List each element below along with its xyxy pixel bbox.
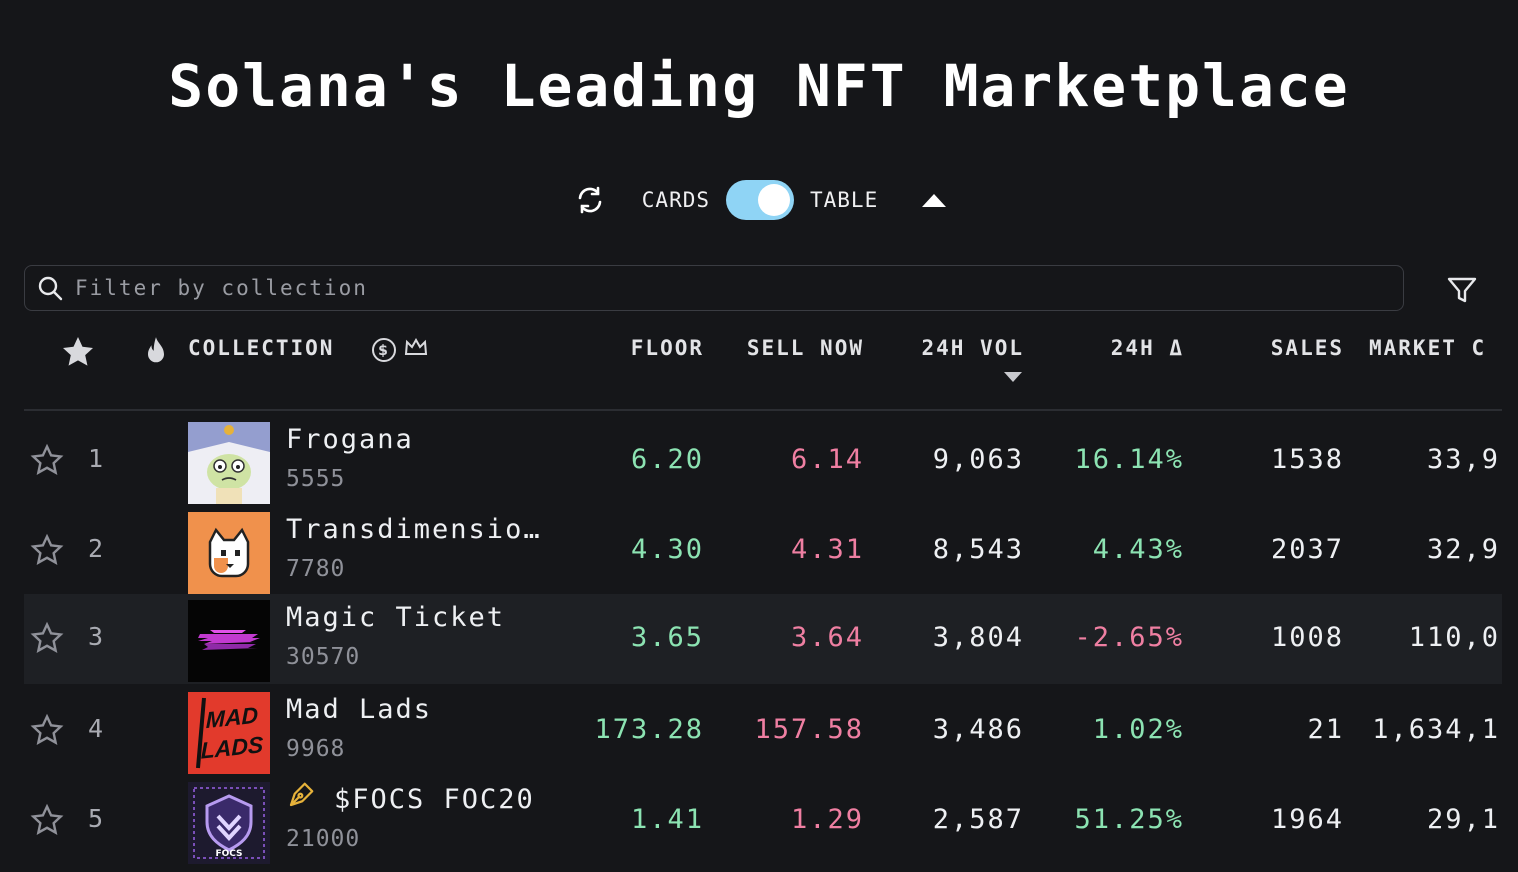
- flame-icon[interactable]: [142, 336, 170, 366]
- sell-now-price: 4.31: [790, 534, 864, 565]
- pen-icon: [286, 780, 318, 812]
- favorite-star-icon[interactable]: [30, 621, 66, 657]
- rank: 3: [88, 622, 104, 651]
- market-cap: 29,1: [1426, 804, 1500, 835]
- refresh-icon[interactable]: [572, 182, 608, 218]
- sales-count: 1008: [1270, 622, 1344, 653]
- col-floor[interactable]: FLOOR: [630, 336, 704, 360]
- market-cap: 32,9: [1426, 534, 1500, 565]
- change-24h: 16.14%: [1074, 444, 1184, 475]
- sell-now-price: 6.14: [790, 444, 864, 475]
- collection-thumbnail[interactable]: MAD LADS: [188, 692, 270, 774]
- table-row[interactable]: 1 Frogana 5555 6.20 6.14 9,063 16.14% 15…: [24, 416, 1502, 506]
- volume-24h: 3,486: [932, 714, 1024, 745]
- page-title: Solana's Leading NFT Marketplace: [168, 52, 1350, 120]
- change-24h: -2.65%: [1074, 622, 1184, 653]
- collection-thumbnail[interactable]: [188, 512, 270, 594]
- market-cap: 33,9: [1426, 444, 1500, 475]
- rank: 2: [88, 534, 104, 563]
- collection-name[interactable]: Frogana: [286, 424, 414, 455]
- favorite-star-icon[interactable]: [30, 443, 66, 479]
- collection-supply: 9968: [286, 736, 346, 762]
- collection-name[interactable]: Magic Ticket: [286, 602, 506, 633]
- table-row[interactable]: 4 MAD LADS Mad Lads 9968 173.28 157.58 3…: [24, 686, 1502, 776]
- dollar-coin-icon[interactable]: $: [371, 337, 397, 367]
- sales-count: 21: [1307, 714, 1344, 745]
- market-cap: 1,634,1: [1372, 714, 1500, 745]
- toggle-knob: [758, 184, 790, 216]
- collection-name[interactable]: $FOCS FOC20: [334, 784, 535, 815]
- floor-price: 6.20: [630, 444, 704, 475]
- rank: 5: [88, 804, 104, 833]
- collection-supply: 21000: [286, 826, 361, 852]
- table-row[interactable]: 3 Magic Ticket 30570 3.65 3.64 3,804 -2.…: [24, 594, 1502, 684]
- market-cap: 110,0: [1408, 622, 1500, 653]
- rank: 4: [88, 714, 104, 743]
- floor-price: 1.41: [630, 804, 704, 835]
- sell-now-price: 1.29: [790, 804, 864, 835]
- search-bar: [24, 265, 1404, 311]
- col-collection[interactable]: COLLECTION: [188, 336, 335, 360]
- collection-thumbnail[interactable]: FOCS: [188, 782, 270, 864]
- collection-thumbnail[interactable]: [188, 422, 270, 504]
- collection-name[interactable]: Mad Lads: [286, 694, 433, 725]
- col-sell-now[interactable]: SELL NOW: [746, 336, 864, 360]
- volume-24h: 3,804: [932, 622, 1024, 653]
- thumb-label: FOCS: [215, 849, 242, 859]
- floor-price: 173.28: [594, 714, 704, 745]
- sell-now-price: 3.64: [790, 622, 864, 653]
- table-label[interactable]: TABLE: [810, 188, 879, 212]
- volume-24h: 2,587: [932, 804, 1024, 835]
- table-row[interactable]: 5 FOCS $FOCS FOC20 21000 1.41 1.29 2,587…: [24, 776, 1502, 866]
- sell-now-price: 157.58: [754, 714, 864, 745]
- view-toggle-switch[interactable]: [726, 180, 794, 220]
- collection-supply: 30570: [286, 644, 361, 670]
- favorites-star-icon[interactable]: [60, 334, 96, 366]
- crown-icon[interactable]: [404, 337, 428, 368]
- collection-supply: 5555: [286, 466, 346, 492]
- table-row[interactable]: 2 Transdimensio… 7780 4.30 4.31 8,543 4.…: [24, 506, 1502, 596]
- caret-up-icon[interactable]: [922, 193, 947, 207]
- sort-desc-icon[interactable]: [1004, 372, 1022, 382]
- sales-count: 2037: [1270, 534, 1344, 565]
- col-market-cap[interactable]: MARKET C: [1369, 336, 1487, 360]
- col-24h-vol[interactable]: 24H VOL: [921, 336, 1024, 360]
- favorite-star-icon[interactable]: [30, 803, 66, 839]
- volume-24h: 8,543: [932, 534, 1024, 565]
- floor-price: 3.65: [630, 622, 704, 653]
- cards-label[interactable]: CARDS: [641, 188, 710, 212]
- sales-count: 1964: [1270, 804, 1344, 835]
- change-24h: 51.25%: [1074, 804, 1184, 835]
- change-24h: 1.02%: [1092, 714, 1184, 745]
- col-24h-change[interactable]: 24H Δ: [1110, 336, 1184, 360]
- rank: 1: [88, 444, 104, 473]
- favorite-star-icon[interactable]: [30, 713, 66, 749]
- sales-count: 1538: [1270, 444, 1344, 475]
- collection-thumbnail[interactable]: [188, 600, 270, 682]
- filter-icon[interactable]: [1444, 272, 1480, 308]
- change-24h: 4.43%: [1092, 534, 1184, 565]
- collection-supply: 7780: [286, 556, 346, 582]
- header-divider: [24, 409, 1502, 411]
- collection-name[interactable]: Transdimensio…: [286, 514, 542, 545]
- svg-text:MAD: MAD: [206, 702, 258, 733]
- favorite-star-icon[interactable]: [30, 533, 66, 569]
- search-input[interactable]: [73, 275, 1403, 301]
- svg-text:$: $: [378, 343, 390, 359]
- search-icon: [35, 273, 65, 303]
- volume-24h: 9,063: [932, 444, 1024, 475]
- view-toggle: CARDS TABLE: [0, 180, 1518, 220]
- floor-price: 4.30: [630, 534, 704, 565]
- col-sales[interactable]: SALES: [1270, 336, 1344, 360]
